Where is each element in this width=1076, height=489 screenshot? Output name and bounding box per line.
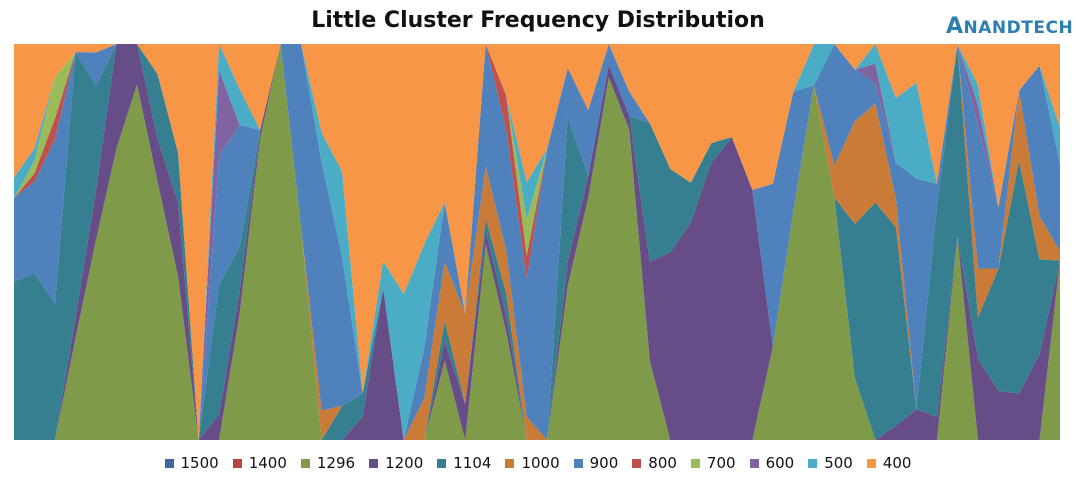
- chart-title: Little Cluster Frequency Distribution: [311, 8, 765, 33]
- legend-item-800: 800: [632, 454, 677, 472]
- chart-legend: 1500 1400 1296 1200 1104 1000 900 800 700 600 500 4…: [0, 454, 1076, 472]
- legend-swatch: [808, 458, 818, 468]
- legend-label: 1104: [453, 454, 492, 472]
- area-series-1200: [14, 44, 1060, 440]
- legend-label: 1000: [521, 454, 560, 472]
- legend-label: 1400: [248, 454, 287, 472]
- legend-item-1104: 1104: [437, 454, 491, 472]
- legend-item-1200: 1200: [369, 454, 423, 472]
- logo-text: NANDTECH: [963, 18, 1074, 38]
- legend-swatch: [369, 458, 379, 468]
- legend-item-1500: 1500: [164, 454, 219, 472]
- logo-initial: A: [946, 14, 964, 39]
- legend-label: 1200: [385, 454, 424, 472]
- legend-swatch: [866, 458, 876, 468]
- legend-swatch: [690, 458, 700, 468]
- area-series-400: [14, 44, 1060, 440]
- legend-item-1296: 1296: [300, 454, 356, 472]
- area-series-1296: [14, 44, 1060, 440]
- legend-item-1400: 1400: [232, 454, 287, 472]
- legend-swatch: [164, 458, 174, 468]
- legend-label: 900: [589, 454, 619, 472]
- legend-swatch: [505, 458, 515, 468]
- legend-swatch: [573, 458, 583, 468]
- legend-item-500: 500: [808, 454, 853, 472]
- area-series-900: [14, 44, 1060, 440]
- legend-item-400: 400: [866, 454, 912, 472]
- legend-swatch: [632, 458, 642, 468]
- legend-swatch: [300, 458, 310, 468]
- legend-label: 600: [765, 454, 795, 472]
- legend-label: 1296: [316, 454, 356, 472]
- legend-item-700: 700: [690, 454, 736, 472]
- anandtech-logo: ANANDTECH: [946, 14, 1073, 39]
- legend-label: 700: [706, 454, 736, 472]
- area-series-1104: [14, 44, 1060, 440]
- legend-swatch: [437, 458, 447, 468]
- legend-item-1000: 1000: [505, 454, 560, 472]
- legend-swatch: [232, 458, 242, 468]
- legend-label: 400: [882, 454, 912, 472]
- plot-area: [14, 44, 1060, 440]
- legend-item-600: 600: [749, 454, 795, 472]
- legend-label: 500: [824, 454, 853, 472]
- legend-item-900: 900: [573, 454, 619, 472]
- legend-label: 1500: [180, 454, 219, 472]
- legend-label: 800: [648, 454, 677, 472]
- legend-swatch: [749, 458, 759, 468]
